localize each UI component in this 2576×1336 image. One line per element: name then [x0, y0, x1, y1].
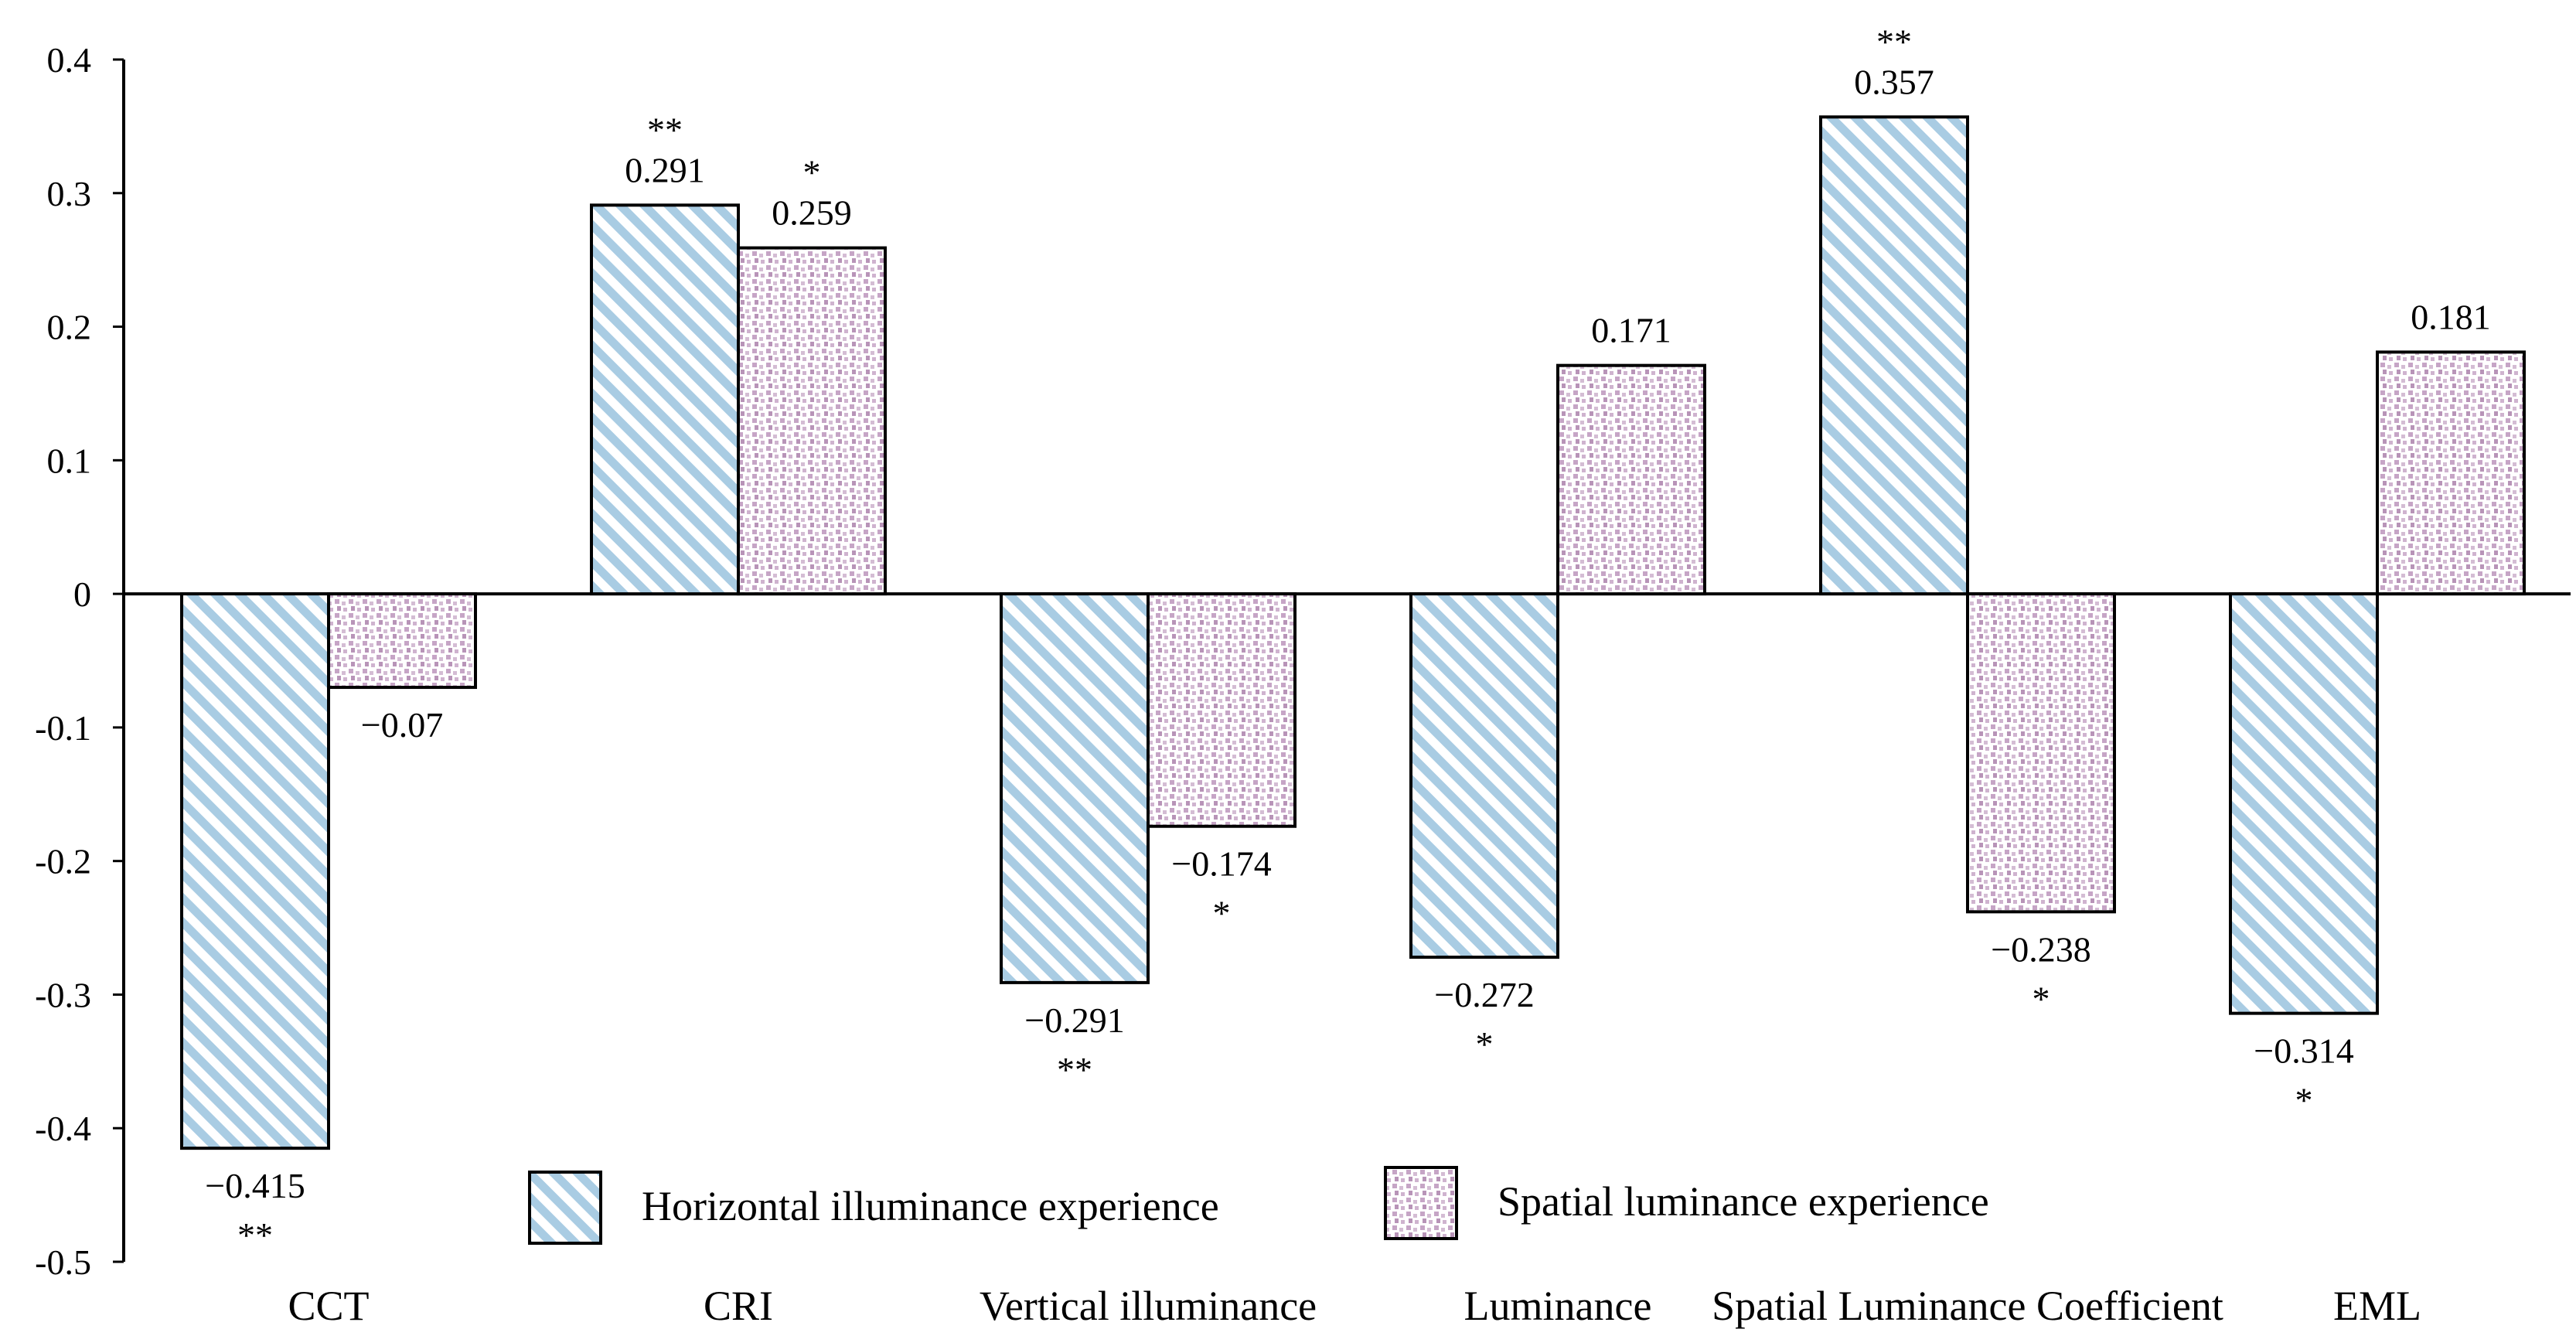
value-label: 0.291	[625, 150, 705, 189]
y-tick-label: -0.3	[35, 975, 91, 1014]
significance-label: **	[1057, 1050, 1092, 1089]
significance-label: *	[803, 153, 821, 193]
category-label-spatial-luminance-coefficient: Spatial Luminance Coefficient	[1712, 1283, 2223, 1329]
data-labels: −0.415**−0.070.291**0.259*−0.291**−0.174…	[205, 22, 2490, 1255]
category-label-eml: EML	[2333, 1283, 2421, 1329]
bar-horizontal-illuminance-experience-eml	[2229, 592, 2379, 1015]
y-tick-label: 0.2	[47, 308, 92, 347]
legend: Horizontal illuminance experience Spatial…	[528, 1166, 1989, 1245]
legend-swatch-horizontal-illuminance-experience	[528, 1171, 602, 1245]
category-label-cct: CCT	[288, 1283, 369, 1329]
y-tick-label: -0.4	[35, 1109, 91, 1148]
value-label: −0.238	[1991, 929, 2090, 969]
value-label: −0.314	[2254, 1031, 2353, 1071]
value-label: 0.357	[1854, 62, 1934, 101]
bar-spatial-luminance-experience-spatial-luminance-coefficient	[1966, 592, 2116, 914]
legend-swatch-spatial-luminance-experience	[1384, 1166, 1458, 1240]
value-label: −0.07	[361, 705, 443, 745]
bar-spatial-luminance-experience-cct	[327, 592, 477, 690]
bar-horizontal-illuminance-experience-luminance	[1409, 592, 1559, 959]
bar-spatial-luminance-experience-eml	[2376, 350, 2526, 596]
bar-spatial-luminance-experience-luminance	[1556, 363, 1706, 596]
value-label: −0.291	[1024, 1000, 1124, 1040]
y-tick-label: -0.2	[35, 842, 91, 881]
y-tick-label: 0.4	[47, 40, 92, 80]
value-label: −0.272	[1434, 975, 1534, 1014]
value-label: 0.171	[1591, 311, 1671, 350]
significance-label: *	[1476, 1024, 1494, 1064]
bar-spatial-luminance-experience-vertical-illuminance	[1147, 592, 1297, 828]
bar-horizontal-illuminance-experience-vertical-illuminance	[1000, 592, 1150, 984]
bar-horizontal-illuminance-experience-spatial-luminance-coefficient	[1819, 115, 1969, 596]
bar-horizontal-illuminance-experience-cct	[180, 592, 330, 1150]
bar-horizontal-illuminance-experience-cri	[590, 203, 740, 596]
axes: 0.4 0.3 0.2 0.1 0 -0.1 -0.2 -0.3 -0.4 -0.5 CCT CRI V…	[35, 40, 2571, 1329]
category-label-luminance: Luminance	[1464, 1283, 1652, 1329]
value-label: 0.181	[2411, 297, 2491, 336]
legend-label-spatial-luminance-experience: Spatial luminance experience	[1498, 1178, 1989, 1225]
significance-label: *	[1213, 894, 1231, 933]
y-tick-label: -0.5	[35, 1242, 91, 1282]
category-label-cri: CRI	[704, 1283, 773, 1329]
significance-label: *	[2033, 979, 2050, 1018]
bar-spatial-luminance-experience-cri	[737, 246, 887, 596]
bars	[180, 115, 2526, 1150]
value-label: −0.415	[205, 1166, 305, 1205]
y-tick-label: 0	[73, 574, 91, 614]
y-tick-label: -0.1	[35, 708, 91, 748]
value-label: −0.174	[1171, 844, 1271, 884]
legend-label-horizontal-illuminance-experience: Horizontal illuminance experience	[642, 1183, 1219, 1229]
significance-label: **	[1876, 22, 1912, 61]
significance-label: **	[237, 1215, 273, 1255]
value-label: 0.259	[772, 193, 852, 233]
y-tick-label: 0.1	[47, 441, 92, 480]
significance-label: **	[647, 110, 683, 149]
significance-label: *	[2295, 1081, 2313, 1120]
y-tick-label: 0.3	[47, 174, 92, 213]
category-label-vertical-illuminance: Vertical illuminance	[980, 1283, 1317, 1329]
